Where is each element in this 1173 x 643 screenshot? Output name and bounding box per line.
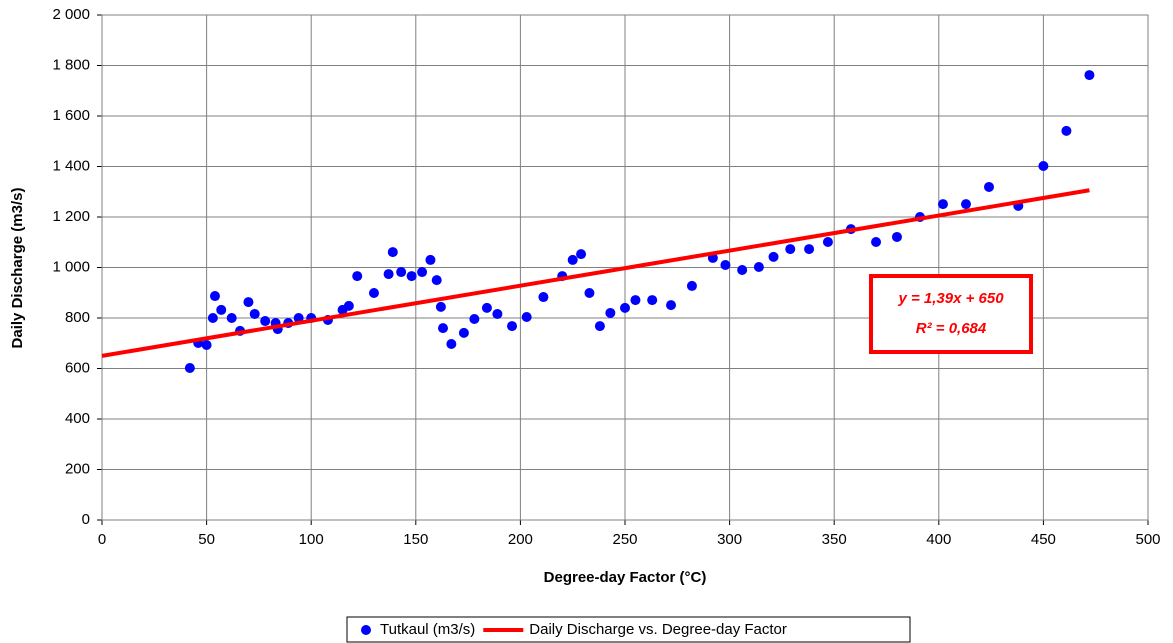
plot-area bbox=[101, 14, 1149, 521]
point bbox=[226, 313, 237, 323]
x-tick-label: 200 bbox=[508, 531, 533, 548]
point bbox=[1038, 160, 1049, 171]
x-tick-label: 250 bbox=[612, 531, 637, 548]
point bbox=[209, 291, 220, 302]
point bbox=[406, 271, 417, 282]
point bbox=[804, 244, 815, 255]
point bbox=[785, 244, 796, 255]
point bbox=[184, 362, 195, 373]
point bbox=[249, 308, 260, 319]
y-tick-label: 800 bbox=[65, 309, 90, 326]
annotation-box bbox=[869, 274, 1033, 354]
y-tick-label: 1 600 bbox=[52, 107, 90, 124]
point bbox=[383, 269, 394, 280]
annotation: y = 1,39x + 650 bbox=[897, 290, 1004, 307]
point bbox=[666, 300, 677, 311]
point bbox=[352, 271, 363, 282]
x-tick-label: 100 bbox=[299, 531, 324, 548]
point bbox=[417, 267, 428, 278]
point bbox=[387, 247, 398, 258]
y-tick-label: 200 bbox=[65, 460, 90, 477]
point bbox=[425, 254, 436, 265]
point bbox=[1061, 125, 1072, 136]
point bbox=[396, 267, 407, 278]
point bbox=[538, 292, 549, 303]
point bbox=[822, 236, 833, 247]
point bbox=[937, 199, 948, 210]
legend-label: Daily Discharge vs. Degree-day Factor bbox=[529, 621, 787, 638]
annotation: R² = 0,684 bbox=[916, 320, 987, 337]
y-tick-label: 2 000 bbox=[52, 6, 90, 23]
point bbox=[753, 261, 764, 272]
point bbox=[584, 288, 595, 299]
x-axis-label: Degree-day Factor (°C) bbox=[544, 569, 707, 586]
x-tick-label: 50 bbox=[198, 531, 215, 548]
point bbox=[605, 307, 616, 318]
point bbox=[686, 280, 697, 291]
point bbox=[207, 313, 218, 323]
point bbox=[521, 311, 532, 322]
point bbox=[891, 231, 902, 242]
point bbox=[594, 321, 605, 332]
x-tick-label: 300 bbox=[717, 531, 742, 548]
point bbox=[720, 259, 731, 270]
point bbox=[243, 297, 254, 308]
point bbox=[647, 295, 658, 306]
y-tick-label: 1 000 bbox=[52, 258, 90, 275]
point bbox=[984, 181, 995, 192]
point bbox=[481, 302, 492, 313]
point bbox=[768, 251, 779, 262]
point bbox=[437, 323, 448, 334]
legend-label: Tutkaul (m3/s) bbox=[380, 621, 475, 638]
x-tick-label: 500 bbox=[1135, 531, 1160, 548]
point bbox=[630, 295, 641, 306]
legend-box bbox=[346, 616, 911, 643]
point bbox=[567, 254, 578, 265]
point bbox=[343, 300, 354, 311]
x-tick-label: 0 bbox=[98, 531, 106, 548]
x-tick-label: 400 bbox=[926, 531, 951, 548]
point bbox=[507, 321, 518, 332]
point bbox=[576, 249, 587, 260]
point bbox=[620, 302, 630, 313]
point bbox=[1084, 70, 1095, 81]
x-tick-label: 150 bbox=[403, 531, 428, 548]
point bbox=[960, 199, 971, 210]
point bbox=[737, 265, 748, 276]
legend-marker bbox=[361, 625, 371, 635]
y-tick-label: 1 800 bbox=[52, 56, 90, 73]
y-tick-label: 600 bbox=[65, 359, 90, 376]
point bbox=[469, 314, 480, 325]
y-tick-label: 400 bbox=[65, 410, 90, 427]
y-tick-label: 1 200 bbox=[52, 208, 90, 225]
point bbox=[368, 288, 379, 299]
point bbox=[216, 304, 227, 315]
y-tick-label: 1 400 bbox=[52, 157, 90, 174]
point bbox=[260, 316, 271, 327]
point bbox=[201, 340, 212, 351]
y-tick-label: 0 bbox=[82, 511, 90, 528]
point bbox=[431, 275, 442, 286]
trend-line bbox=[101, 188, 1090, 358]
y-axis-label: Daily Discharge (m3/s) bbox=[9, 188, 26, 349]
x-tick-label: 350 bbox=[822, 531, 847, 548]
x-tick-label: 450 bbox=[1031, 531, 1056, 548]
point bbox=[446, 339, 457, 350]
point bbox=[435, 301, 446, 312]
point bbox=[871, 236, 882, 247]
point bbox=[458, 327, 469, 338]
point bbox=[492, 308, 503, 319]
